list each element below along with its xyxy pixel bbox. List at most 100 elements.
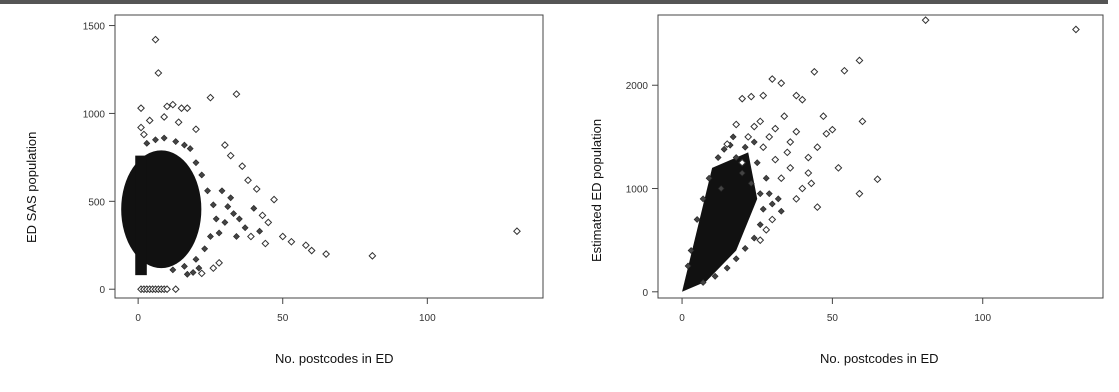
- data-point: [756, 117, 765, 126]
- y-tick-label: 0: [99, 285, 105, 296]
- data-point: [171, 285, 180, 294]
- data-point: [168, 100, 177, 109]
- data-point: [804, 153, 813, 162]
- data-point: [301, 241, 310, 250]
- cluster-point: [732, 255, 740, 263]
- cluster-point: [684, 262, 692, 270]
- y-tick-label: 500: [88, 197, 105, 208]
- data-point: [813, 143, 822, 152]
- cluster-point: [747, 179, 755, 187]
- x-tick-label: 50: [277, 313, 289, 324]
- data-point: [163, 285, 171, 294]
- data-points: [723, 16, 1080, 245]
- cluster-point: [750, 138, 758, 146]
- data-point: [855, 189, 864, 198]
- scatter-panel-right: No. postcodes in ED Estimated ED populat…: [558, 0, 1118, 392]
- cluster-point: [201, 245, 209, 253]
- cluster-point: [189, 269, 197, 276]
- data-point: [151, 35, 160, 44]
- cluster-point: [241, 224, 249, 232]
- data-point: [828, 125, 837, 134]
- point-cloud: [682, 133, 785, 292]
- data-point: [738, 158, 747, 167]
- cluster-point: [693, 216, 701, 223]
- cluster-point: [192, 159, 200, 167]
- data-point: [747, 92, 756, 101]
- cluster-point: [212, 215, 220, 223]
- cluster-point: [732, 154, 740, 161]
- cluster-point: [180, 141, 188, 149]
- data-point: [264, 218, 273, 227]
- cluster-point: [143, 139, 151, 147]
- cluster-point: [172, 138, 180, 145]
- data-point: [759, 143, 768, 152]
- cluster-point: [250, 204, 258, 212]
- cluster-point: [777, 207, 785, 215]
- data-point: [197, 269, 206, 278]
- data-point: [777, 174, 786, 183]
- cluster-point: [711, 272, 719, 280]
- y-tick-label: 1000: [83, 109, 106, 120]
- data-point: [226, 151, 235, 160]
- data-point: [238, 162, 247, 171]
- scatter-plot-left: No. postcodes in ED ED SAS population 0 5…: [24, 14, 544, 366]
- data-point: [183, 104, 192, 113]
- cluster-point: [729, 133, 737, 141]
- data-point: [798, 184, 807, 193]
- data-point: [921, 16, 930, 25]
- scatter-plot-right: No. postcodes in ED Estimated ED populat…: [589, 14, 1104, 366]
- data-point: [813, 203, 822, 212]
- cluster-point: [699, 195, 707, 203]
- data-point: [163, 102, 171, 111]
- cluster-point: [768, 200, 776, 208]
- cluster-point: [699, 279, 707, 286]
- data-point: [258, 211, 267, 220]
- data-point: [783, 148, 792, 157]
- plot-frame: [657, 14, 1104, 299]
- cluster-point: [152, 136, 159, 144]
- cluster-point: [741, 244, 749, 252]
- data-point: [177, 104, 186, 113]
- data-point: [765, 132, 774, 141]
- data-point: [807, 179, 816, 188]
- data-point: [145, 116, 154, 125]
- x-tick-label: 100: [974, 313, 991, 324]
- cluster-point: [180, 262, 188, 270]
- data-point: [855, 56, 864, 65]
- y-tick-label: 1000: [626, 185, 649, 196]
- data-point: [840, 66, 849, 75]
- top-border: [0, 0, 1108, 4]
- x-tick-label: 50: [827, 313, 839, 324]
- data-point: [750, 122, 759, 131]
- cluster-point: [209, 201, 217, 209]
- data-point: [206, 93, 215, 102]
- data-point: [786, 138, 795, 146]
- data-point: [278, 232, 287, 241]
- x-tick-label: 0: [135, 313, 141, 324]
- cluster-point: [207, 233, 214, 240]
- cluster-point: [765, 190, 773, 198]
- data-points: [137, 35, 521, 294]
- cluster-point: [738, 169, 746, 177]
- y-tick-label: 2000: [626, 81, 649, 92]
- data-point: [822, 129, 831, 138]
- y-tick-label: 1500: [83, 22, 106, 33]
- cluster-point: [221, 218, 229, 226]
- cluster-point: [195, 264, 203, 272]
- data-point: [771, 155, 780, 164]
- cluster-point: [774, 195, 782, 203]
- dense-cluster-edge: [135, 155, 147, 276]
- data-point: [252, 185, 261, 193]
- y-tick-label: 0: [642, 288, 648, 299]
- cluster-point: [204, 187, 211, 195]
- y-axis-title: ED SAS population: [24, 132, 39, 243]
- cluster-point: [705, 174, 713, 182]
- data-point: [160, 113, 169, 121]
- data-point: [819, 112, 828, 121]
- cluster-point: [160, 134, 168, 142]
- data-point: [786, 163, 795, 172]
- cluster-point: [227, 194, 235, 202]
- data-point: [759, 91, 768, 100]
